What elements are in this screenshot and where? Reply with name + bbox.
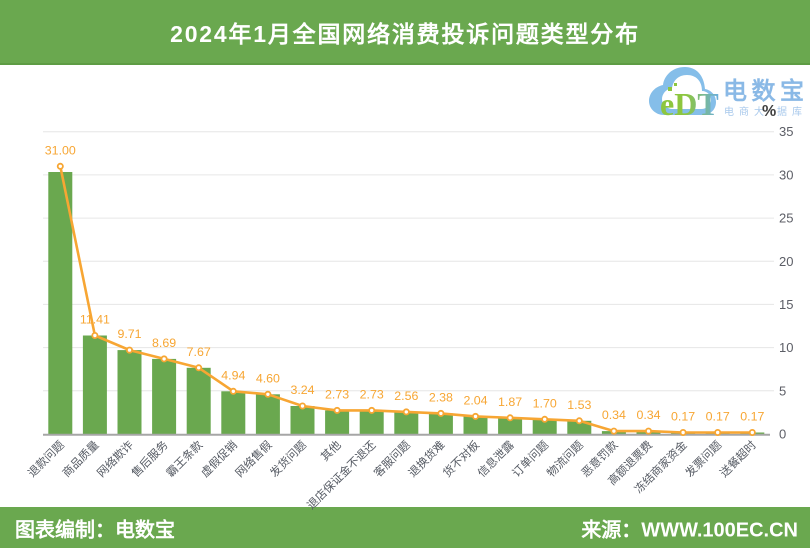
- svg-text:10: 10: [779, 340, 793, 355]
- svg-text:4.94: 4.94: [221, 368, 245, 382]
- svg-text:2.38: 2.38: [429, 390, 453, 404]
- svg-text:网络售假: 网络售假: [232, 437, 275, 480]
- svg-text:2.56: 2.56: [394, 389, 418, 403]
- svg-text:0.34: 0.34: [602, 408, 626, 422]
- svg-text:0.17: 0.17: [706, 410, 730, 424]
- svg-text:31.00: 31.00: [45, 143, 76, 157]
- svg-text:0: 0: [779, 427, 786, 442]
- svg-text:售后服务: 售后服务: [129, 438, 171, 480]
- svg-text:电商大: 电商大: [724, 105, 769, 118]
- svg-text:2.04: 2.04: [463, 393, 487, 407]
- svg-text:15: 15: [779, 297, 793, 312]
- svg-text:2.73: 2.73: [360, 387, 384, 401]
- svg-text:退换货难: 退换货难: [405, 438, 447, 480]
- svg-text:客服问题: 客服问题: [371, 438, 413, 480]
- svg-text:其他: 其他: [318, 438, 343, 463]
- svg-text:信息泄露: 信息泄露: [475, 437, 518, 480]
- svg-text:据库: 据库: [777, 105, 807, 118]
- svg-text:虚假促销: 虚假促销: [198, 438, 240, 480]
- svg-text:商品质量: 商品质量: [59, 438, 101, 480]
- svg-text:20: 20: [779, 254, 793, 269]
- svg-text:9.71: 9.71: [117, 327, 141, 341]
- svg-text:8.69: 8.69: [152, 336, 176, 350]
- svg-text:7.67: 7.67: [187, 345, 211, 359]
- svg-text:35: 35: [779, 124, 793, 139]
- svg-text:发货问题: 发货问题: [267, 438, 309, 480]
- svg-text:0.17: 0.17: [740, 410, 764, 424]
- svg-text:0.17: 0.17: [671, 410, 695, 424]
- svg-text:30: 30: [779, 167, 793, 182]
- svg-text:霸王条款: 霸王条款: [163, 437, 206, 480]
- svg-text:网络欺诈: 网络欺诈: [94, 438, 136, 480]
- svg-text:货不对板: 货不对板: [440, 437, 483, 480]
- svg-text:eDT: eDT: [660, 86, 719, 122]
- svg-text:4.60: 4.60: [256, 371, 280, 385]
- svg-text:25: 25: [779, 211, 793, 226]
- svg-text:送餐超时: 送餐超时: [717, 438, 759, 480]
- svg-text:退款问题: 退款问题: [25, 438, 67, 480]
- svg-text:1.70: 1.70: [533, 396, 557, 410]
- svg-text:1.53: 1.53: [567, 398, 591, 412]
- svg-text:5: 5: [779, 383, 786, 398]
- svg-text:1.87: 1.87: [498, 395, 522, 409]
- svg-text:订单问题: 订单问题: [510, 438, 551, 479]
- svg-text:11.41: 11.41: [80, 313, 110, 327]
- svg-text:0.34: 0.34: [636, 408, 660, 422]
- svg-text:3.24: 3.24: [290, 383, 314, 397]
- svg-text:发票问题: 发票问题: [682, 438, 724, 480]
- svg-text:物流问题: 物流问题: [544, 438, 586, 480]
- svg-text:2.73: 2.73: [325, 387, 349, 401]
- svg-text:电数宝: 电数宝: [723, 77, 809, 105]
- svg-text:%: %: [762, 103, 776, 120]
